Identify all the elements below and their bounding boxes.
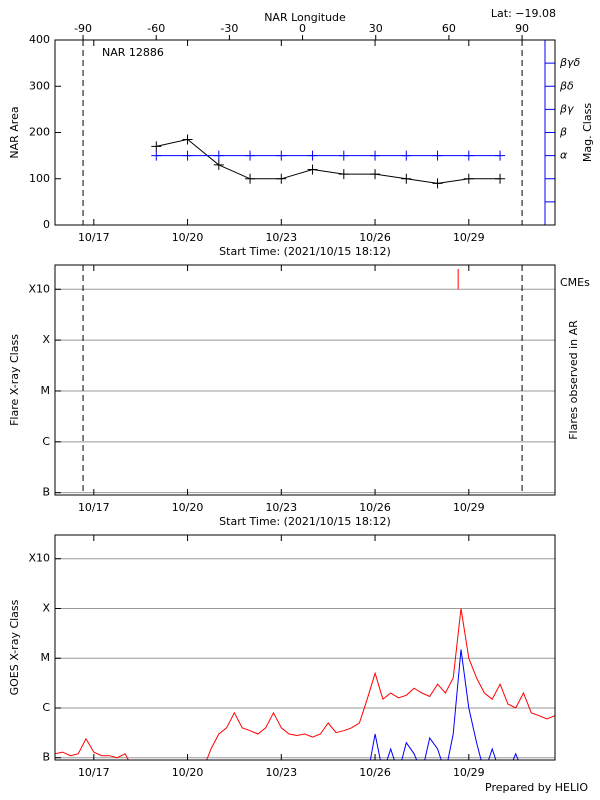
point-marker	[182, 150, 193, 161]
y-tick-label: X10	[28, 552, 50, 565]
point-marker	[495, 150, 506, 161]
y2-tick-label: α	[560, 149, 568, 162]
y-tick-label: B	[42, 751, 50, 764]
x-tick-label: 10/20	[172, 501, 204, 514]
x-tick-label: 10/26	[359, 231, 391, 244]
point-marker	[151, 150, 162, 161]
latitude: Lat: −19.08	[491, 7, 556, 20]
region-label: NAR 12886	[102, 46, 164, 59]
x2-tick-label: 0	[299, 22, 306, 35]
point-marker	[307, 164, 318, 175]
y-axis-title: GOES X-ray Class	[8, 599, 21, 695]
x2-tick-label: -60	[147, 22, 165, 35]
y-tick-label: X	[42, 333, 50, 346]
x2-tick-label: -90	[74, 22, 92, 35]
point-marker	[370, 150, 381, 161]
y-tick-label: X	[42, 601, 50, 614]
y-tick-label: 200	[29, 126, 50, 139]
y2-tick-label: βγ	[559, 102, 574, 115]
point-marker	[151, 141, 162, 152]
point-marker	[401, 173, 412, 184]
series-line	[156, 138, 501, 184]
x-tick-label: 10/17	[78, 501, 110, 514]
point-marker	[432, 150, 443, 161]
point-marker	[307, 150, 318, 161]
x-tick-label: 10/26	[359, 501, 391, 514]
x-tick-label: 10/23	[265, 766, 297, 779]
point-marker	[401, 150, 412, 161]
y-axis-title: NAR Area	[8, 106, 21, 158]
x2-tick-label: -30	[220, 22, 238, 35]
x2-tick-label: 30	[369, 22, 383, 35]
x-tick-label: 10/17	[78, 231, 110, 244]
y2-axis-title: Mag. Class	[581, 103, 594, 162]
point-marker	[338, 169, 349, 180]
x-axis-title: Start Time: (2021/10/15 18:12)	[219, 515, 391, 528]
point-marker	[432, 178, 443, 189]
point-marker	[370, 169, 381, 180]
x-tick-label: 10/20	[172, 231, 204, 244]
legend-label: CMEs	[560, 276, 590, 289]
x-tick-label: 10/29	[453, 231, 485, 244]
y2-tick-label: β	[559, 126, 567, 139]
point-marker	[245, 173, 256, 184]
y-tick-label: 100	[29, 172, 50, 185]
x-tick-label: 10/29	[453, 766, 485, 779]
x2-tick-label: 60	[442, 22, 456, 35]
credit: Prepared by HELIO	[485, 781, 588, 794]
y-tick-label: 400	[29, 33, 50, 46]
series-line	[55, 608, 555, 760]
y-tick-label: C	[42, 435, 50, 448]
y-tick-label: X10	[28, 282, 50, 295]
plot-frame	[54, 534, 556, 761]
point-marker	[463, 173, 474, 184]
series-line	[369, 649, 519, 760]
point-marker	[213, 150, 224, 161]
point-marker	[338, 150, 349, 161]
y2-tick-label: βγδ	[559, 56, 581, 69]
plot-frame	[54, 39, 556, 226]
y2-axis-title: Flares observed in AR	[567, 320, 580, 440]
y-tick-label: 0	[43, 218, 50, 231]
x-tick-label: 10/20	[172, 766, 204, 779]
x2-axis-title: NAR Longitude	[264, 11, 346, 24]
x-tick-label: 10/17	[78, 766, 110, 779]
x-tick-label: 10/23	[265, 501, 297, 514]
point-marker	[276, 173, 287, 184]
x-axis-title: Start Time: (2021/10/15 18:12)	[219, 245, 391, 258]
x-tick-label: 10/26	[359, 766, 391, 779]
plot-frame	[54, 264, 556, 496]
y-tick-label: C	[42, 701, 50, 714]
point-marker	[245, 150, 256, 161]
point-marker	[276, 150, 287, 161]
y-tick-label: 300	[29, 79, 50, 92]
y-tick-label: B	[42, 486, 50, 499]
point-marker	[213, 159, 224, 170]
y-tick-label: M	[41, 651, 51, 664]
point-marker	[463, 150, 474, 161]
point-marker	[495, 173, 506, 184]
x2-tick-label: 90	[515, 22, 529, 35]
x-tick-label: 10/29	[453, 501, 485, 514]
y-axis-title: Flare X-ray Class	[8, 334, 21, 426]
y2-tick-label: βδ	[559, 79, 574, 92]
point-marker	[182, 134, 193, 145]
y-tick-label: M	[41, 384, 51, 397]
x-tick-label: 10/23	[265, 231, 297, 244]
